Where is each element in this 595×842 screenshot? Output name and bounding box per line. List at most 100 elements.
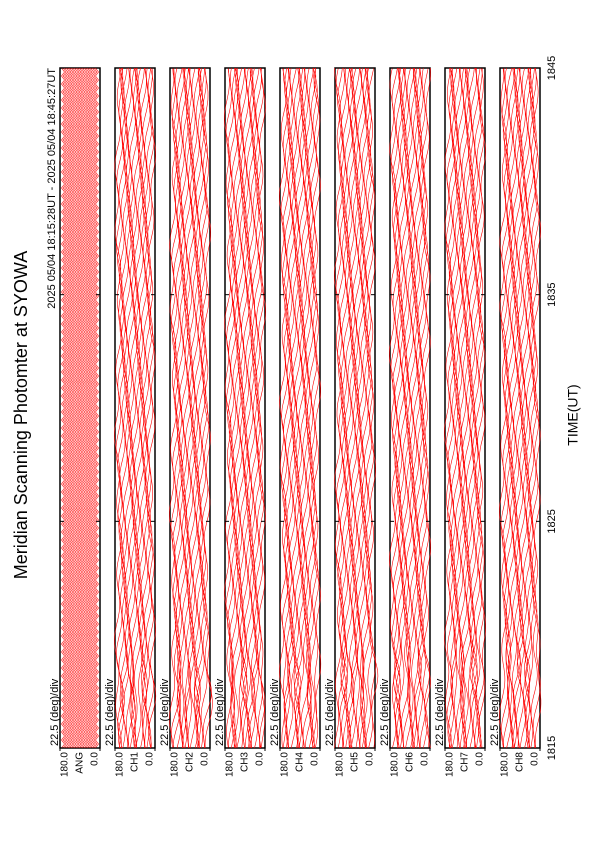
trace (367, 67, 379, 749)
trace (193, 67, 205, 749)
trace (131, 67, 140, 749)
panel-scale-label: 22.5 (deg)/div (434, 678, 446, 746)
trace (447, 67, 456, 749)
trace (78, 67, 83, 749)
trace (350, 67, 359, 749)
y-tick-label: 0.0 (200, 752, 211, 766)
channel-label: CH5 (350, 752, 361, 772)
trace (306, 67, 315, 749)
trace (313, 67, 322, 749)
trace (338, 67, 348, 749)
trace (340, 67, 349, 749)
trace (528, 67, 537, 749)
trace (148, 67, 157, 749)
trace (410, 67, 418, 749)
panel-scale-label: 22.5 (deg)/div (49, 678, 61, 746)
trace (505, 67, 514, 749)
trace (193, 67, 202, 749)
y-tick-label: 0.0 (365, 752, 376, 766)
trace (199, 67, 208, 749)
trace (80, 67, 85, 749)
trace (418, 67, 427, 749)
trace (133, 67, 142, 749)
trace (337, 67, 348, 749)
traces (443, 67, 486, 749)
trace (64, 67, 69, 749)
channel-label: CH2 (185, 752, 196, 772)
trace (345, 68, 354, 749)
trace (351, 67, 360, 749)
trace (507, 67, 517, 749)
trace (67, 67, 72, 749)
panel-scale-label: 22.5 (deg)/div (104, 678, 116, 746)
trace (61, 67, 65, 749)
channel-label: CH7 (460, 752, 471, 772)
trace (170, 67, 180, 749)
trace (405, 67, 414, 749)
trace (477, 67, 486, 749)
traces (499, 67, 542, 749)
channel-label: CH1 (130, 752, 141, 772)
trace (233, 67, 242, 748)
trace (392, 67, 401, 749)
panel-scale-label: 22.5 (deg)/div (324, 678, 336, 746)
trace (356, 67, 365, 749)
panel-frame (59, 67, 101, 749)
trace (513, 67, 522, 749)
x-tick-label: 1825 (546, 509, 558, 533)
panel-frame (334, 67, 376, 749)
trace (72, 67, 77, 749)
x-tick-label: 1835 (546, 282, 558, 306)
trace (83, 67, 88, 749)
trace (456, 68, 465, 749)
panel-scale-label: 22.5 (deg)/div (214, 678, 226, 746)
chart-title: Meridian Scanning Photomter at SYOWA (11, 251, 31, 579)
channel-label: CH3 (240, 752, 251, 772)
trace (135, 67, 144, 749)
trace (450, 67, 459, 749)
trace (249, 67, 258, 749)
trace (421, 67, 430, 749)
traces (223, 67, 267, 749)
trace (414, 68, 423, 749)
trace (256, 67, 266, 749)
y-tick-label: 0.0 (145, 752, 156, 766)
trace (123, 67, 132, 749)
panel-scale-label: 22.5 (deg)/div (489, 678, 501, 746)
chart-subtitle: 2025 05/04 18:15:28UT - 2025 05/04 18:45… (46, 68, 58, 309)
trace (126, 67, 136, 749)
trace (474, 67, 483, 749)
trace (288, 67, 297, 749)
y-tick-label: 0.0 (310, 752, 321, 766)
trace (231, 67, 241, 749)
y-tick-label: 0.0 (530, 752, 541, 766)
trace (228, 67, 237, 749)
trace (190, 67, 199, 749)
trace (238, 67, 248, 749)
trace (348, 67, 357, 749)
trace (75, 67, 80, 749)
trace (194, 67, 203, 749)
trace (358, 67, 367, 749)
trace (280, 67, 289, 749)
trace (201, 67, 212, 749)
rotated-plot: Meridian Scanning Photomter at SYOWA 202… (11, 56, 581, 777)
trace (125, 67, 136, 749)
trace (87, 67, 91, 749)
trace (309, 67, 318, 749)
trace (82, 67, 86, 749)
panel-scale-label: 22.5 (deg)/div (379, 678, 391, 746)
y-tick-label: 0.0 (420, 752, 431, 766)
trace (70, 67, 75, 749)
x-tick-label: 1815 (546, 736, 558, 760)
trace (66, 67, 70, 749)
trace (293, 67, 304, 749)
trace (304, 67, 313, 749)
channel-label: CH8 (515, 752, 526, 772)
y-tick-label: 180.0 (500, 752, 511, 777)
x-axis-label: TIME(UT) (565, 384, 581, 445)
trace (400, 67, 409, 749)
trace (85, 67, 90, 749)
trace (141, 67, 152, 749)
